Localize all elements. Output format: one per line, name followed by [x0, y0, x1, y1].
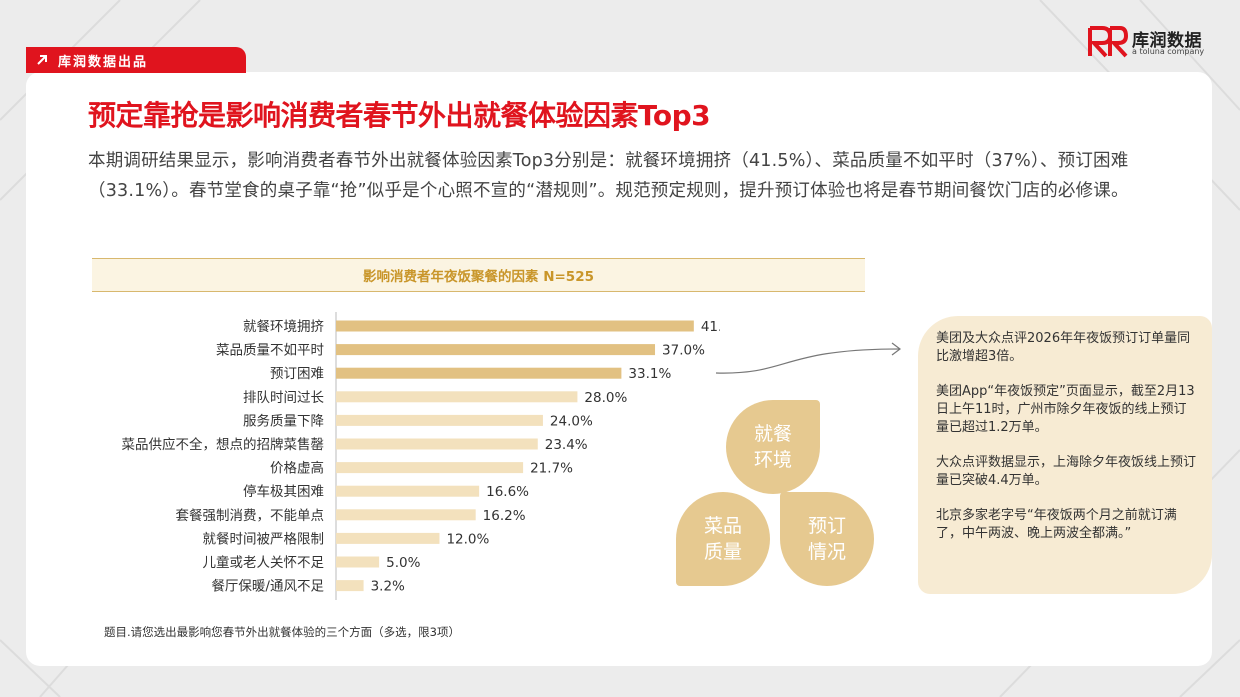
category-label: 菜品供应不全，想点的招牌菜售罄	[122, 436, 325, 453]
page-title: 预定靠抢是影响消费者春节外出就餐体验因素Top3	[88, 99, 711, 132]
logo-subtitle: a toluna company	[1132, 47, 1205, 56]
news-item: 北京多家老字号“年夜饭两个月之前就订满了，中午两波、晚上两波全都满。”	[936, 508, 1177, 541]
bar	[336, 556, 380, 568]
data-label: 37.0%	[662, 343, 705, 359]
category-label: 价格虚高	[270, 460, 324, 477]
data-label: 28.0%	[584, 390, 627, 406]
brand-logo: 库润数据 a toluna company	[1088, 26, 1218, 60]
drop-dining-environment: 就餐 环境	[726, 400, 820, 494]
bar	[336, 391, 578, 403]
logo-name: 库润数据	[1132, 31, 1202, 51]
chart-title: 影响消费者年夜饭聚餐的因素 N=525	[92, 258, 865, 292]
drop-booking: 预订 情况	[780, 492, 874, 586]
question-footnote: 题目.请您选出最影响您春节外出就餐体验的三个方面（多选，限3项）	[104, 625, 460, 639]
data-label: 24.0%	[550, 413, 593, 429]
data-label: 41.5%	[701, 319, 720, 335]
kurun-logo-icon	[1088, 26, 1129, 58]
data-label: 12.0%	[446, 531, 489, 547]
bar	[336, 344, 656, 356]
category-label: 就餐环境拥挤	[243, 319, 324, 335]
category-label: 套餐强制消费，不能单点	[176, 508, 325, 524]
drop-label: 就餐 环境	[753, 423, 792, 471]
data-label: 33.1%	[628, 366, 671, 382]
factor-drops: 就餐 环境 菜品 质量 预订 情况	[670, 390, 890, 590]
data-label: 16.2%	[483, 508, 526, 524]
news-item: 美团及大众点评2026年年夜饭预订订单量同比激增超3倍。	[936, 331, 1191, 364]
data-label: 3.2%	[371, 579, 405, 595]
category-label: 预订困难	[270, 366, 324, 382]
callout-arrow	[715, 342, 901, 374]
bar	[336, 367, 622, 379]
bar-chart: 就餐环境拥挤 41.5% 菜品质量不如平时 37.0% 预订困难 33.1% 排队时间过长 2…	[122, 312, 720, 600]
category-label: 服务质量下降	[243, 413, 324, 429]
bar	[336, 462, 524, 474]
category-label: 停车极其困难	[243, 483, 324, 500]
data-label: 23.4%	[545, 437, 588, 453]
drop-label: 菜品 质量	[703, 515, 742, 563]
bar	[336, 438, 538, 450]
news-panel: 美团及大众点评2026年年夜饭预订订单量同比激增超3倍。 美团App“年夜饭预定…	[918, 316, 1212, 594]
intro-paragraph: 本期调研结果显示，影响消费者春节外出就餐体验因素Top3分别是：就餐环境拥挤（4…	[88, 151, 1129, 201]
data-label: 5.0%	[386, 555, 420, 571]
drop-dish-quality: 菜品 质量	[676, 492, 770, 586]
category-label: 菜品质量不如平时	[216, 343, 324, 359]
category-label: 餐厅保暖/通风不足	[211, 579, 324, 595]
category-label: 就餐时间被严格限制	[203, 531, 325, 547]
bar	[336, 414, 543, 426]
bar	[336, 320, 694, 332]
news-item: 大众点评数据显示，上海除夕年夜饭线上预订量已突破4.4万单。	[936, 455, 1197, 488]
category-label: 儿童或老人关怀不足	[203, 554, 325, 571]
category-label: 排队时间过长	[243, 390, 324, 406]
data-label: 21.7%	[530, 461, 573, 477]
data-label: 16.6%	[486, 484, 529, 500]
arrow-up-right-icon	[37, 55, 47, 65]
bar	[336, 580, 364, 592]
drop-label: 预订 情况	[807, 515, 846, 563]
source-tag: 库润数据出品	[26, 47, 246, 73]
news-item: 美团App“年夜饭预定”页面显示，截至2月13日上午11时，广州市除夕年夜饭的线…	[936, 384, 1195, 435]
bar	[336, 509, 476, 521]
source-tag-label: 库润数据出品	[58, 54, 149, 70]
bar	[336, 485, 480, 497]
bar	[336, 532, 440, 544]
